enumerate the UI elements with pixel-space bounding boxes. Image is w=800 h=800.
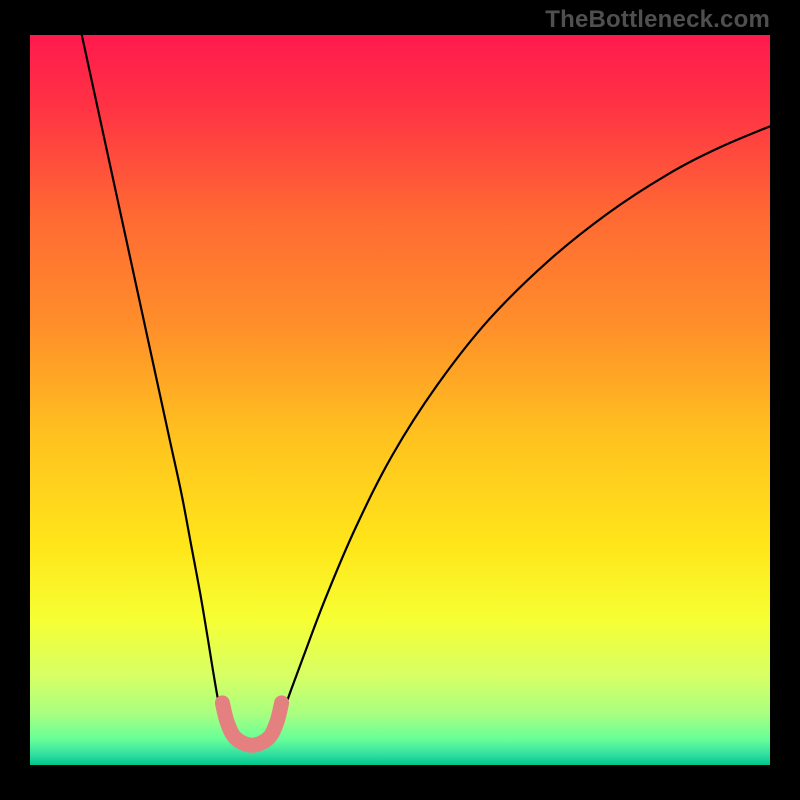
series-optimal_marker <box>222 703 281 745</box>
watermark-text: TheBottleneck.com <box>545 6 770 34</box>
plot-area <box>30 35 770 765</box>
curve-layer <box>30 35 770 765</box>
series-right_branch <box>274 126 770 734</box>
series-left_branch <box>82 35 230 734</box>
chart-frame: TheBottleneck.com <box>0 0 800 800</box>
